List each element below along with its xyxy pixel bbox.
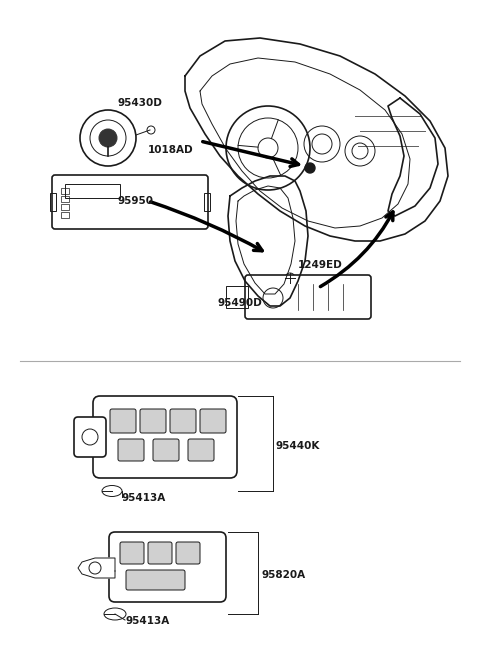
Text: 95430D: 95430D xyxy=(118,98,163,108)
FancyBboxPatch shape xyxy=(118,439,144,461)
Text: 95950: 95950 xyxy=(118,196,154,206)
FancyBboxPatch shape xyxy=(153,439,179,461)
FancyBboxPatch shape xyxy=(188,439,214,461)
FancyBboxPatch shape xyxy=(93,396,237,478)
Bar xyxy=(50,193,56,211)
Bar xyxy=(61,204,69,210)
Text: 95490D: 95490D xyxy=(218,298,263,308)
Circle shape xyxy=(305,163,315,173)
Bar xyxy=(204,193,210,211)
FancyBboxPatch shape xyxy=(245,275,371,319)
Circle shape xyxy=(99,129,117,147)
FancyBboxPatch shape xyxy=(120,542,144,564)
FancyBboxPatch shape xyxy=(148,542,172,564)
FancyBboxPatch shape xyxy=(200,409,226,433)
FancyBboxPatch shape xyxy=(109,532,226,602)
Text: 95440K: 95440K xyxy=(276,441,320,451)
Text: 1249ED: 1249ED xyxy=(298,260,343,270)
Text: 95820A: 95820A xyxy=(261,570,305,580)
Text: 95413A: 95413A xyxy=(125,616,169,626)
Bar xyxy=(61,196,69,202)
FancyBboxPatch shape xyxy=(74,417,106,457)
Text: 1018AD: 1018AD xyxy=(148,145,193,155)
Bar xyxy=(65,184,120,198)
Bar xyxy=(61,188,69,194)
Bar xyxy=(61,212,69,218)
FancyBboxPatch shape xyxy=(110,409,136,433)
Text: 95413A: 95413A xyxy=(122,493,166,503)
FancyBboxPatch shape xyxy=(52,175,208,229)
FancyBboxPatch shape xyxy=(170,409,196,433)
Polygon shape xyxy=(78,558,115,578)
FancyBboxPatch shape xyxy=(126,570,185,590)
FancyBboxPatch shape xyxy=(176,542,200,564)
Bar xyxy=(226,286,248,308)
FancyBboxPatch shape xyxy=(140,409,166,433)
